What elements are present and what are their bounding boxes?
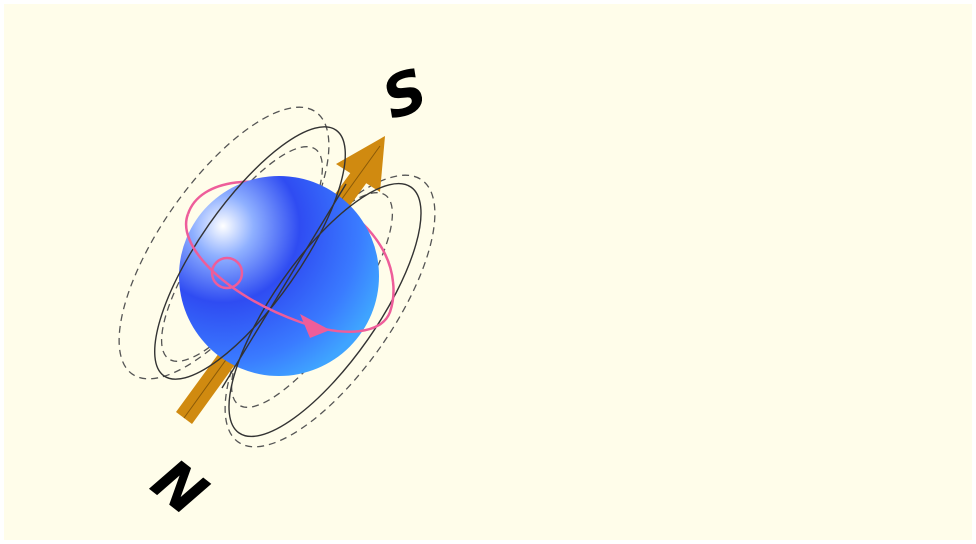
front-field-lines <box>154 126 422 438</box>
spin-direction-arrowhead <box>300 314 330 338</box>
spin-ring-front <box>185 213 395 338</box>
diagram-background <box>4 4 972 540</box>
sphere <box>179 176 379 376</box>
field-line-solid-right <box>228 182 422 438</box>
field-line-solid-left <box>154 126 346 380</box>
field-line-center <box>221 183 347 389</box>
spin-ring-marker <box>210 256 244 290</box>
axis-arrowhead <box>336 136 385 192</box>
